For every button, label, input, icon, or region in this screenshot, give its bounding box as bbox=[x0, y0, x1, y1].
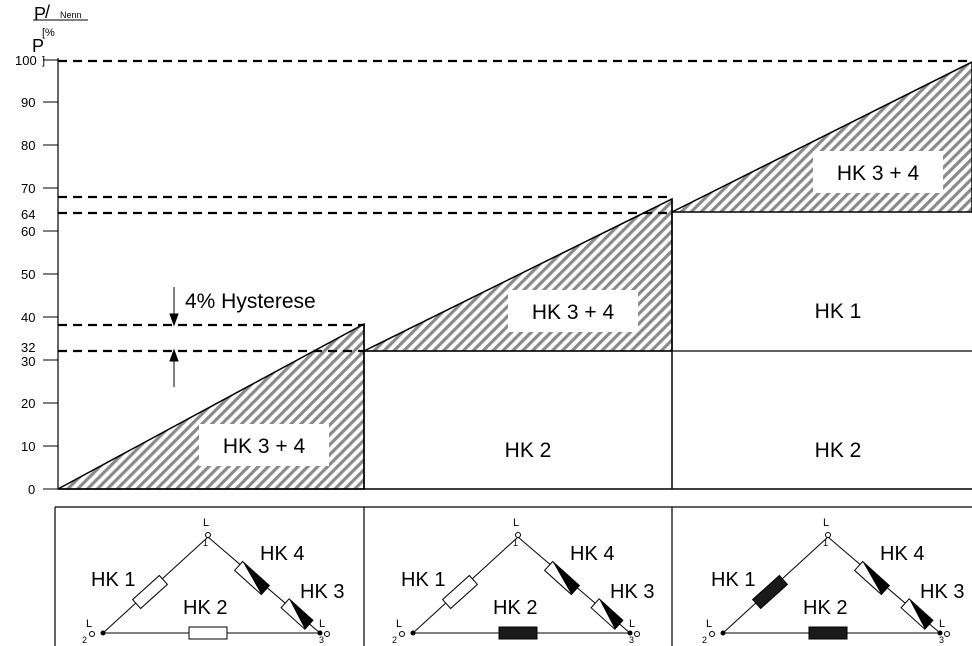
svg-text:HK 4: HK 4 bbox=[880, 543, 924, 565]
svg-text:L: L bbox=[706, 618, 712, 630]
label-hk34-stage-2: HK 3 + 4 bbox=[532, 301, 615, 324]
label-hk2-stage-3: HK 2 bbox=[815, 439, 862, 462]
hk2-resistor-active bbox=[808, 626, 848, 640]
tick-100: 100 bbox=[15, 53, 37, 68]
svg-text:P: P bbox=[32, 36, 44, 56]
svg-text:HK 1: HK 1 bbox=[711, 569, 755, 591]
svg-text:HK 4: HK 4 bbox=[260, 543, 304, 565]
svg-text:HK 4: HK 4 bbox=[570, 543, 614, 565]
svg-text:L: L bbox=[203, 517, 209, 529]
y-axis-tick-labels: 0 10 20 30 32 40 50 60 64 70 80 90 100 bbox=[15, 53, 37, 497]
tick-32: 32 bbox=[21, 340, 35, 355]
hk1-resistor bbox=[131, 574, 169, 610]
svg-text:Nenn: Nenn bbox=[60, 10, 82, 20]
label-hk1-stage-3: HK 1 bbox=[815, 300, 862, 323]
tick-60: 60 bbox=[21, 224, 35, 239]
tick-40: 40 bbox=[21, 310, 35, 325]
svg-text:L: L bbox=[823, 517, 829, 529]
svg-text:]: ] bbox=[42, 55, 45, 67]
region-lines bbox=[58, 199, 972, 490]
hk3-resistor bbox=[900, 598, 934, 630]
circuit-stage-3: HK 1 HK 2 HK 3 HK 4 L 1 L 2 L 3 bbox=[702, 517, 964, 645]
y-axis-title: P / Nenn [% P ] bbox=[32, 2, 88, 67]
tick-50: 50 bbox=[21, 267, 35, 282]
dashed-threshold-lines bbox=[58, 59, 972, 353]
tick-80: 80 bbox=[21, 138, 35, 153]
label-hk2-stage-2: HK 2 bbox=[505, 439, 552, 462]
hysteresis-label: 4% Hysterese bbox=[185, 290, 316, 313]
svg-text:2: 2 bbox=[702, 635, 707, 645]
svg-text:HK 3: HK 3 bbox=[610, 581, 654, 603]
hk4-resistor bbox=[233, 560, 271, 596]
tick-30: 30 bbox=[21, 354, 35, 369]
tick-70: 70 bbox=[21, 181, 35, 196]
y-axis-ticks bbox=[43, 59, 58, 490]
svg-text:L: L bbox=[86, 618, 92, 630]
svg-text:P: P bbox=[34, 4, 46, 24]
svg-text:HK 2: HK 2 bbox=[493, 597, 537, 619]
hk4-resistor bbox=[543, 560, 581, 596]
svg-text:3: 3 bbox=[939, 635, 944, 645]
label-hk34-stage-3: HK 3 + 4 bbox=[837, 162, 920, 185]
tick-10: 10 bbox=[21, 439, 35, 454]
circuit-stage-1: HK 1 HK 2 HK 3 HK 4 L 1 L 2 L 3 bbox=[82, 517, 344, 645]
svg-text:L: L bbox=[319, 618, 325, 630]
hysteresis-arrows bbox=[169, 287, 179, 387]
svg-text:HK 1: HK 1 bbox=[401, 569, 445, 591]
svg-text:HK 3: HK 3 bbox=[300, 581, 344, 603]
svg-text:2: 2 bbox=[82, 635, 87, 645]
tick-90: 90 bbox=[21, 95, 35, 110]
hk3-resistor bbox=[280, 598, 314, 630]
svg-text:2: 2 bbox=[392, 635, 397, 645]
label-hk34-stage-1: HK 3 + 4 bbox=[223, 435, 306, 458]
svg-text:/: / bbox=[45, 2, 50, 22]
hk2-resistor-active bbox=[498, 626, 538, 640]
svg-text:L: L bbox=[939, 618, 945, 630]
svg-text:L: L bbox=[513, 517, 519, 529]
hk1-resistor-active bbox=[751, 574, 789, 610]
svg-text:HK 2: HK 2 bbox=[183, 597, 227, 619]
hk3-resistor bbox=[590, 598, 624, 630]
svg-text:[%: [% bbox=[42, 27, 55, 39]
tick-64: 64 bbox=[21, 207, 35, 222]
svg-text:1: 1 bbox=[823, 538, 828, 548]
svg-text:3: 3 bbox=[319, 635, 324, 645]
svg-text:3: 3 bbox=[629, 635, 634, 645]
svg-text:1: 1 bbox=[203, 538, 208, 548]
tick-0: 0 bbox=[28, 482, 35, 497]
hk4-resistor bbox=[853, 560, 891, 596]
svg-text:1: 1 bbox=[513, 538, 518, 548]
svg-text:L: L bbox=[396, 618, 402, 630]
hk2-resistor bbox=[188, 626, 228, 640]
tick-20: 20 bbox=[21, 396, 35, 411]
circuit-panels-frame bbox=[54, 506, 972, 646]
svg-text:HK 3: HK 3 bbox=[920, 581, 964, 603]
svg-text:HK 2: HK 2 bbox=[803, 597, 847, 619]
svg-text:HK 1: HK 1 bbox=[91, 569, 135, 591]
svg-text:L: L bbox=[629, 618, 635, 630]
hk1-resistor bbox=[441, 574, 479, 610]
circuit-stage-2: HK 1 HK 2 HK 3 HK 4 L 1 L 2 L 3 bbox=[392, 517, 654, 645]
